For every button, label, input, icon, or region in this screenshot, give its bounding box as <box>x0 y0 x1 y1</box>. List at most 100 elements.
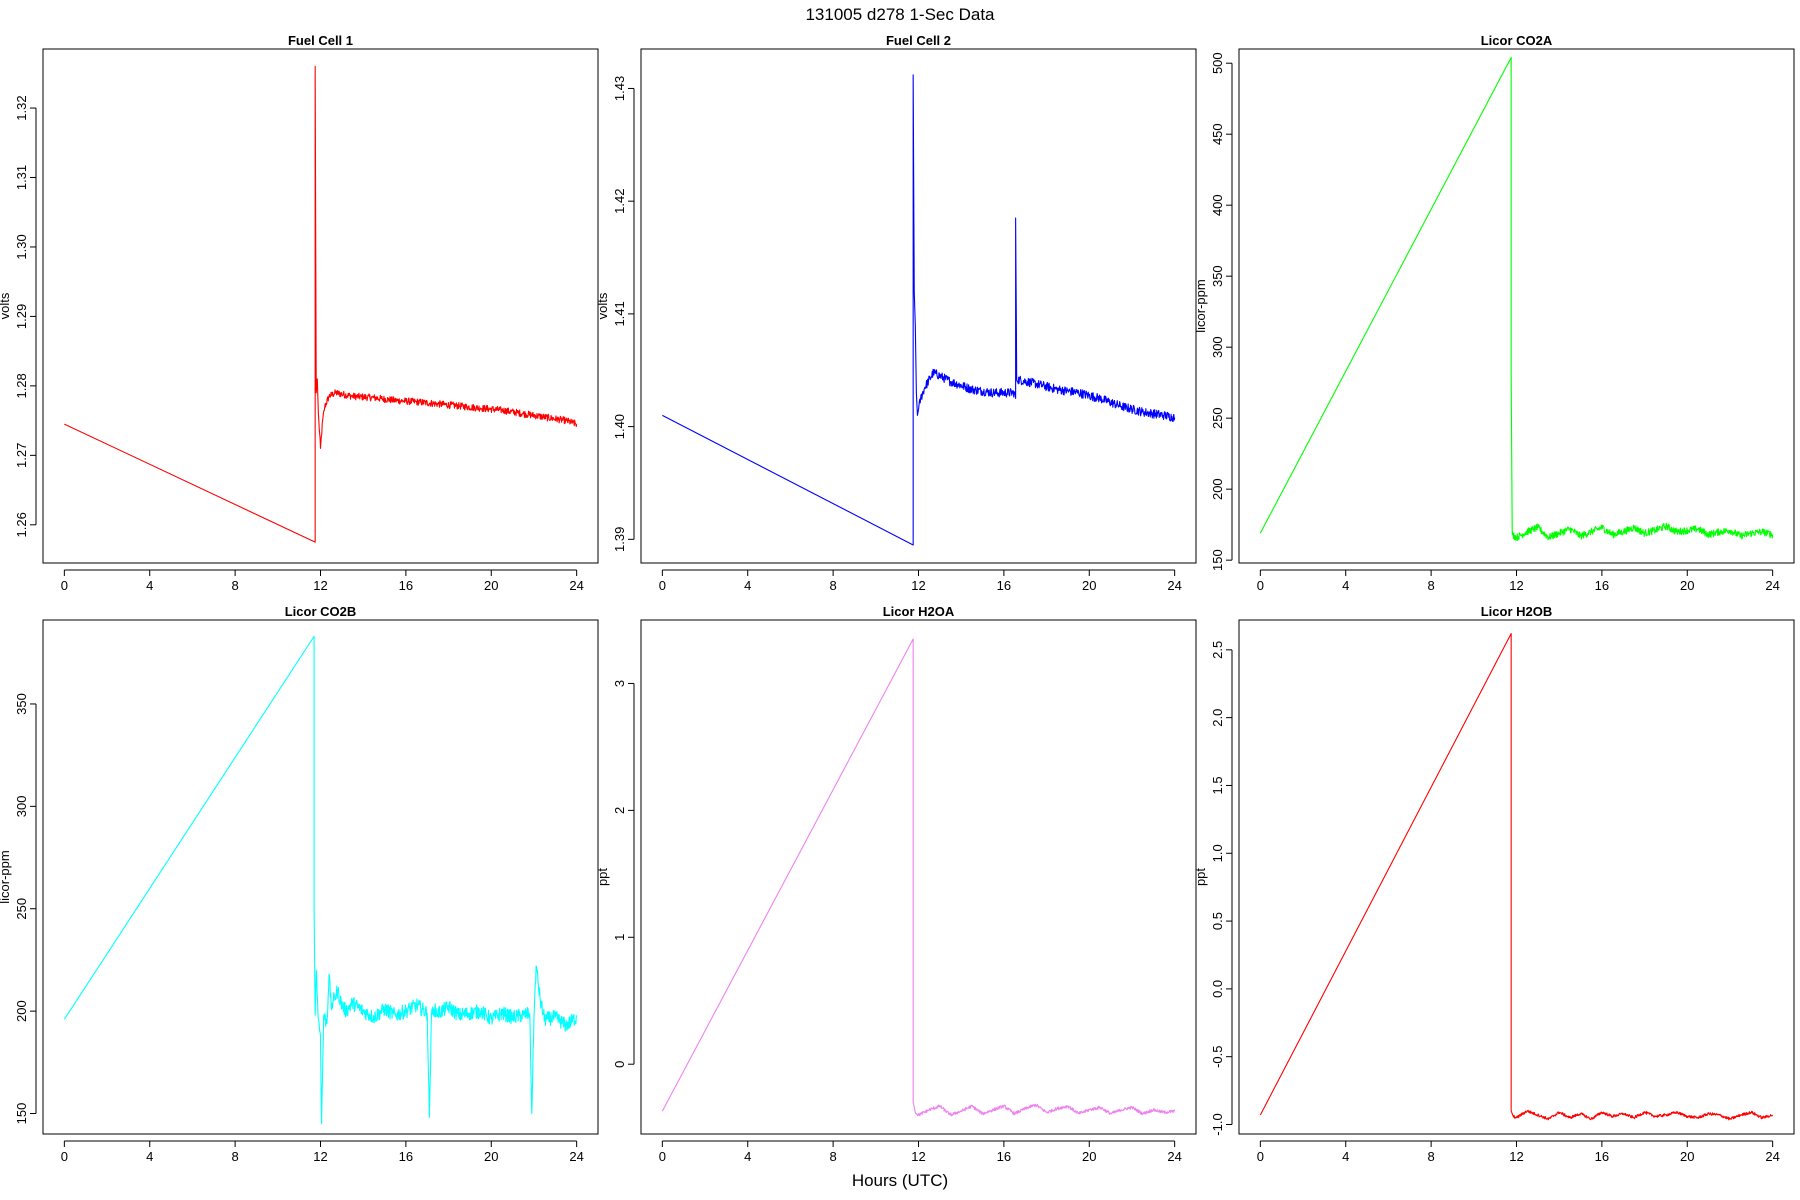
x-tick-label: 4 <box>1342 1149 1349 1164</box>
y-tick-label: 1.5 <box>1210 776 1225 794</box>
series-line <box>1259 56 1774 541</box>
x-tick-label: 12 <box>313 1149 327 1164</box>
y-tick-label: 1.32 <box>14 95 29 120</box>
chart-panel: Licor H2OB ppt 0 4 8 12 16 20 24 -1.0 -0.5 0.0 0.5 1.… <box>1193 604 1795 1164</box>
x-tick-label: 20 <box>1680 578 1694 593</box>
x-tick-label: 16 <box>399 1149 413 1164</box>
panel-title: Licor H2OB <box>1481 604 1553 619</box>
plot-frame <box>1238 48 1795 564</box>
y-tick-label: 200 <box>14 1000 29 1022</box>
x-tick-label: 24 <box>569 578 583 593</box>
y-tick-label: 150 <box>1210 549 1225 571</box>
y-tick-label: 1.30 <box>14 234 29 259</box>
x-tick-label: 0 <box>659 578 666 593</box>
y-tick-label: 1.28 <box>14 373 29 398</box>
series-line <box>662 74 1176 546</box>
y-axis-label: volts <box>0 292 12 319</box>
plot-frame <box>640 48 1197 564</box>
series-line <box>1259 633 1774 1121</box>
x-tick-label: 20 <box>1082 578 1096 593</box>
x-tick-label: 0 <box>61 578 68 593</box>
y-tick-label: 300 <box>14 795 29 817</box>
y-tick-label: 0.0 <box>1210 980 1225 998</box>
y-tick-label: 1.31 <box>14 165 29 190</box>
y-axis-label: ppt <box>595 868 610 886</box>
y-tick-label: 2.0 <box>1210 709 1225 727</box>
y-tick-label: 1 <box>612 934 627 941</box>
x-tick-label: 8 <box>829 578 836 593</box>
x-tick-label: 16 <box>1595 578 1609 593</box>
chart-panel: Licor CO2A licor-ppm 0 4 8 12 16 20 24 150 200 250 3… <box>1193 33 1795 593</box>
y-tick-label: 350 <box>14 693 29 715</box>
x-tick-label: 12 <box>313 578 327 593</box>
x-tick-label: 12 <box>1509 1149 1523 1164</box>
y-tick-label: 1.42 <box>612 189 627 214</box>
y-tick-label: 200 <box>1210 478 1225 500</box>
chart-panel: Licor CO2B licor-ppm 0 4 8 12 16 20 24 150 200 250 3… <box>0 604 599 1164</box>
y-tick-label: 350 <box>1210 265 1225 287</box>
chart-panel: Fuel Cell 2 volts 0 4 8 12 16 20 24 1.39 1.40 1.41 1… <box>595 33 1197 593</box>
x-tick-label: 4 <box>146 1149 153 1164</box>
x-tick-label: 16 <box>997 1149 1011 1164</box>
y-tick-label: 2 <box>612 807 627 814</box>
x-tick-label: 8 <box>829 1149 836 1164</box>
x-tick-label: 0 <box>659 1149 666 1164</box>
panel-title: Licor H2OA <box>883 604 955 619</box>
y-tick-label: 1.39 <box>612 527 627 552</box>
y-tick-label: 2.5 <box>1210 641 1225 659</box>
figure-title: 131005 d278 1-Sec Data <box>805 5 995 24</box>
x-tick-label: 16 <box>399 578 413 593</box>
x-tick-label: 16 <box>997 578 1011 593</box>
y-tick-label: 1.26 <box>14 512 29 537</box>
figure-xlabel: Hours (UTC) <box>852 1171 948 1190</box>
x-tick-label: 24 <box>1167 1149 1181 1164</box>
x-tick-label: 24 <box>1765 1149 1779 1164</box>
y-tick-label: 0 <box>612 1061 627 1068</box>
panel-title: Fuel Cell 1 <box>288 33 353 48</box>
y-tick-label: 450 <box>1210 123 1225 145</box>
x-tick-label: 0 <box>61 1149 68 1164</box>
x-tick-label: 8 <box>231 1149 238 1164</box>
y-tick-label: 1.27 <box>14 443 29 468</box>
y-tick-label: 1.43 <box>612 76 627 101</box>
y-tick-label: -1.0 <box>1210 1113 1225 1135</box>
plot-frame <box>42 619 599 1135</box>
y-tick-label: 1.0 <box>1210 844 1225 862</box>
x-tick-label: 12 <box>1509 578 1523 593</box>
panel-title: Licor CO2B <box>285 604 357 619</box>
panel-title: Fuel Cell 2 <box>886 33 951 48</box>
x-tick-label: 24 <box>1167 578 1181 593</box>
y-tick-label: 500 <box>1210 52 1225 74</box>
x-tick-label: 4 <box>1342 578 1349 593</box>
series-line <box>661 638 1176 1117</box>
x-tick-label: 4 <box>744 578 751 593</box>
y-tick-label: 1.40 <box>612 414 627 439</box>
x-tick-label: 20 <box>1082 1149 1096 1164</box>
x-tick-label: 0 <box>1257 1149 1264 1164</box>
x-tick-label: 20 <box>484 1149 498 1164</box>
y-tick-label: 0.5 <box>1210 912 1225 930</box>
y-axis-label: volts <box>595 292 610 319</box>
x-tick-label: 16 <box>1595 1149 1609 1164</box>
y-tick-label: 400 <box>1210 194 1225 216</box>
plot-frame <box>640 619 1197 1135</box>
panel-title: Licor CO2A <box>1481 33 1553 48</box>
x-tick-label: 20 <box>484 578 498 593</box>
y-tick-label: 1.41 <box>612 301 627 326</box>
x-tick-label: 4 <box>744 1149 751 1164</box>
x-tick-label: 24 <box>1765 578 1779 593</box>
x-tick-label: 4 <box>146 578 153 593</box>
series-line <box>64 65 578 543</box>
series-line <box>63 635 578 1125</box>
y-axis-label: licor-ppm <box>1193 279 1208 332</box>
y-tick-label: 250 <box>14 898 29 920</box>
y-tick-label: 250 <box>1210 407 1225 429</box>
x-tick-label: 8 <box>1427 578 1434 593</box>
y-axis-label: licor-ppm <box>0 850 12 903</box>
x-tick-label: 24 <box>569 1149 583 1164</box>
y-tick-label: 1.29 <box>14 304 29 329</box>
x-tick-label: 20 <box>1680 1149 1694 1164</box>
